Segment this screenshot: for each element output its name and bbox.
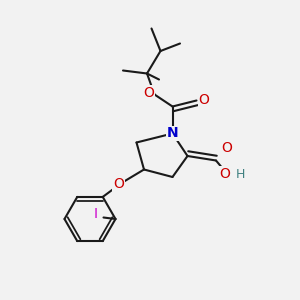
Text: O: O	[220, 167, 230, 181]
Text: H: H	[235, 167, 245, 181]
Text: O: O	[144, 86, 154, 100]
Text: O: O	[221, 142, 232, 155]
Text: I: I	[94, 208, 98, 221]
Text: O: O	[113, 178, 124, 191]
Text: O: O	[199, 94, 209, 107]
Text: N: N	[167, 127, 178, 140]
